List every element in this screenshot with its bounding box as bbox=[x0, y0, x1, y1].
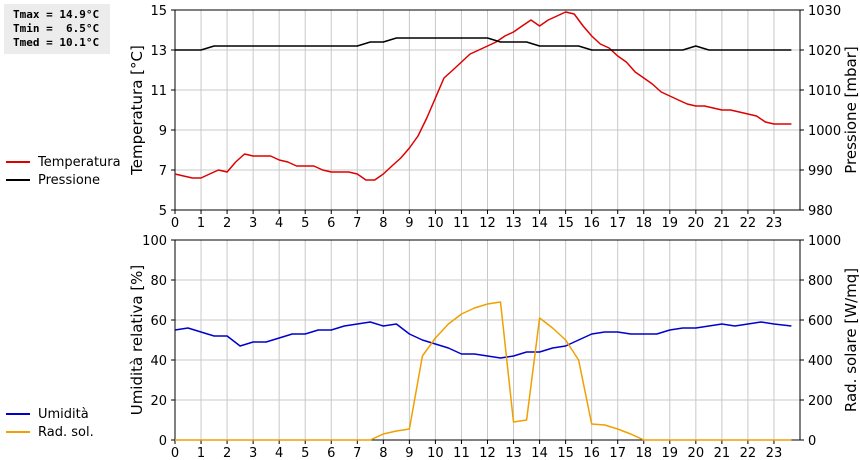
humidity-radiation-chart: 0 1 2 3 4 5 6 7 8 9 10 11 12 13 14 15 16 17 18 19 20 21 22 2302… bbox=[6, 234, 860, 460]
temperature-pressure-chart: 0 1 2 3 4 5 6 7 8 9 10 11 12 13 14 15 16 17 18 19 20 21 22 2357… bbox=[6, 4, 860, 231]
x-tick-label: 0 bbox=[171, 446, 179, 460]
x-tick-label: 20 bbox=[688, 446, 705, 460]
x-tick-label: 2 bbox=[223, 446, 231, 460]
x-tick-label: 5 bbox=[301, 216, 309, 231]
y2-tick-label: 1000 bbox=[808, 234, 841, 249]
x-tick-label: 14 bbox=[531, 216, 548, 231]
x-tick-label: 12 bbox=[479, 216, 496, 231]
legend-label: Pressione bbox=[38, 173, 100, 188]
legend-label: Rad. sol. bbox=[38, 425, 94, 440]
x-tick-label: 21 bbox=[714, 216, 731, 231]
x-tick-label: 4 bbox=[275, 446, 283, 460]
x-tick-label: 10 bbox=[427, 216, 444, 231]
x-tick-label: 13 bbox=[505, 216, 522, 231]
x-tick-label: 18 bbox=[635, 446, 652, 460]
x-tick-label: 20 bbox=[688, 216, 705, 231]
legend-label: Umidità bbox=[38, 407, 89, 422]
x-tick-label: 3 bbox=[249, 216, 257, 231]
x-tick-label: 2 bbox=[223, 216, 231, 231]
y2-tick-label: 400 bbox=[808, 354, 833, 369]
x-tick-label: 5 bbox=[301, 446, 309, 460]
x-tick-label: 6 bbox=[327, 446, 335, 460]
x-tick-label: 7 bbox=[353, 446, 361, 460]
y-tick-label: 0 bbox=[159, 434, 167, 449]
y-tick-label: 13 bbox=[150, 44, 167, 59]
y2-tick-label: 980 bbox=[808, 204, 833, 219]
tmax-label: Tmax = 14.9°C bbox=[13, 8, 100, 21]
x-tick-label: 15 bbox=[557, 446, 574, 460]
x-tick-label: 14 bbox=[531, 446, 548, 460]
series-line-pressione bbox=[175, 37, 792, 51]
y-tick-label: 7 bbox=[159, 164, 167, 179]
x-tick-label: 0 bbox=[171, 216, 179, 231]
y2-tick-label: 1020 bbox=[808, 44, 841, 59]
x-tick-label: 22 bbox=[740, 446, 757, 460]
x-tick-label: 11 bbox=[453, 216, 470, 231]
stats-box: Tmax = 14.9°C Tmin = 6.5°C Tmed = 10.1°C bbox=[4, 4, 110, 54]
legend-label: Temperatura bbox=[37, 155, 121, 170]
y-tick-label: 15 bbox=[150, 4, 167, 19]
tmed-label: Tmed = 10.1°C bbox=[13, 36, 100, 49]
x-tick-label: 9 bbox=[405, 446, 413, 460]
y-tick-label: 60 bbox=[150, 314, 167, 329]
x-tick-label: 8 bbox=[379, 446, 387, 460]
x-tick-label: 19 bbox=[662, 216, 679, 231]
y-tick-label: 40 bbox=[150, 354, 167, 369]
x-tick-label: 8 bbox=[379, 216, 387, 231]
y2-tick-label: 990 bbox=[808, 164, 833, 179]
x-tick-label: 17 bbox=[609, 446, 626, 460]
y-tick-label: 80 bbox=[150, 274, 167, 289]
y-axis-label: Umidità relativa [%] bbox=[128, 265, 146, 416]
x-tick-label: 6 bbox=[327, 216, 335, 231]
series-line-rad-sol bbox=[175, 301, 792, 441]
y2-tick-label: 800 bbox=[808, 274, 833, 289]
x-tick-label: 18 bbox=[635, 216, 652, 231]
y-tick-label: 9 bbox=[159, 124, 167, 139]
x-tick-label: 23 bbox=[766, 216, 783, 231]
y2-axis-label: Pressione [mbar] bbox=[842, 46, 860, 174]
y2-tick-label: 200 bbox=[808, 394, 833, 409]
x-tick-label: 16 bbox=[583, 446, 600, 460]
y2-tick-label: 600 bbox=[808, 314, 833, 329]
y-tick-label: 20 bbox=[150, 394, 167, 409]
series-line-umidit bbox=[174, 321, 792, 359]
y-axis-label: Temperatura [°C] bbox=[128, 45, 146, 176]
x-tick-label: 4 bbox=[275, 216, 283, 231]
x-tick-label: 13 bbox=[505, 446, 522, 460]
x-tick-label: 10 bbox=[427, 446, 444, 460]
x-tick-label: 15 bbox=[557, 216, 574, 231]
x-tick-label: 3 bbox=[249, 446, 257, 460]
y-tick-label: 11 bbox=[150, 84, 167, 99]
y2-tick-label: 0 bbox=[808, 434, 816, 449]
y2-tick-label: 1010 bbox=[808, 84, 841, 99]
plot-frame bbox=[174, 9, 801, 211]
x-tick-label: 16 bbox=[583, 216, 600, 231]
y2-tick-label: 1000 bbox=[808, 124, 841, 139]
x-tick-label: 17 bbox=[609, 216, 626, 231]
x-tick-label: 19 bbox=[662, 446, 679, 460]
x-tick-label: 23 bbox=[766, 446, 783, 460]
plot-frame bbox=[174, 239, 801, 441]
x-tick-label: 21 bbox=[714, 446, 731, 460]
y-tick-label: 5 bbox=[159, 204, 167, 219]
y2-axis-label: Rad. solare [W/mq] bbox=[842, 268, 860, 412]
x-tick-label: 1 bbox=[197, 446, 205, 460]
x-tick-label: 1 bbox=[197, 216, 205, 231]
x-tick-label: 11 bbox=[453, 446, 470, 460]
x-tick-label: 22 bbox=[740, 216, 757, 231]
tmin-label: Tmin = 6.5°C bbox=[13, 22, 100, 35]
x-tick-label: 9 bbox=[405, 216, 413, 231]
y-tick-label: 100 bbox=[142, 234, 167, 249]
y2-tick-label: 1030 bbox=[808, 4, 841, 19]
x-tick-label: 7 bbox=[353, 216, 361, 231]
series-line-temperatura bbox=[174, 11, 792, 181]
x-tick-label: 12 bbox=[479, 446, 496, 460]
